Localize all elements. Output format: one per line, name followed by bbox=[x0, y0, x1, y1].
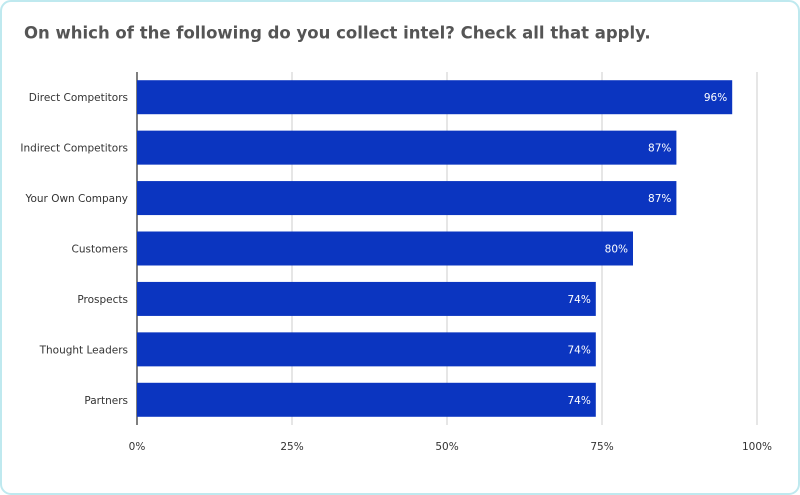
bar bbox=[137, 281, 596, 316]
value-label: 74% bbox=[567, 344, 590, 356]
value-label: 74% bbox=[567, 294, 590, 306]
x-tick-label: 50% bbox=[435, 441, 458, 453]
y-tick-label: Thought Leaders bbox=[39, 344, 128, 356]
y-tick-label: Partners bbox=[84, 395, 128, 407]
bar bbox=[137, 181, 677, 216]
value-label: 74% bbox=[567, 395, 590, 407]
value-label: 80% bbox=[605, 244, 628, 256]
bar bbox=[137, 130, 677, 165]
value-label: 87% bbox=[648, 193, 671, 205]
x-tick-label: 75% bbox=[590, 441, 613, 453]
bar bbox=[137, 332, 596, 367]
value-label: 87% bbox=[648, 143, 671, 155]
y-tick-label: Your Own Company bbox=[24, 193, 128, 205]
x-tick-label: 25% bbox=[280, 441, 303, 453]
bar bbox=[137, 382, 596, 417]
bar bbox=[137, 80, 733, 115]
y-tick-label: Indirect Competitors bbox=[20, 143, 128, 155]
y-tick-label: Customers bbox=[72, 244, 128, 256]
y-tick-label: Direct Competitors bbox=[29, 92, 128, 104]
chart-title: On which of the following do you collect… bbox=[24, 24, 651, 43]
y-tick-label: Prospects bbox=[77, 294, 128, 306]
x-tick-label: 100% bbox=[742, 441, 772, 453]
value-label: 96% bbox=[704, 92, 727, 104]
x-tick-label: 0% bbox=[129, 441, 146, 453]
bar bbox=[137, 231, 633, 266]
